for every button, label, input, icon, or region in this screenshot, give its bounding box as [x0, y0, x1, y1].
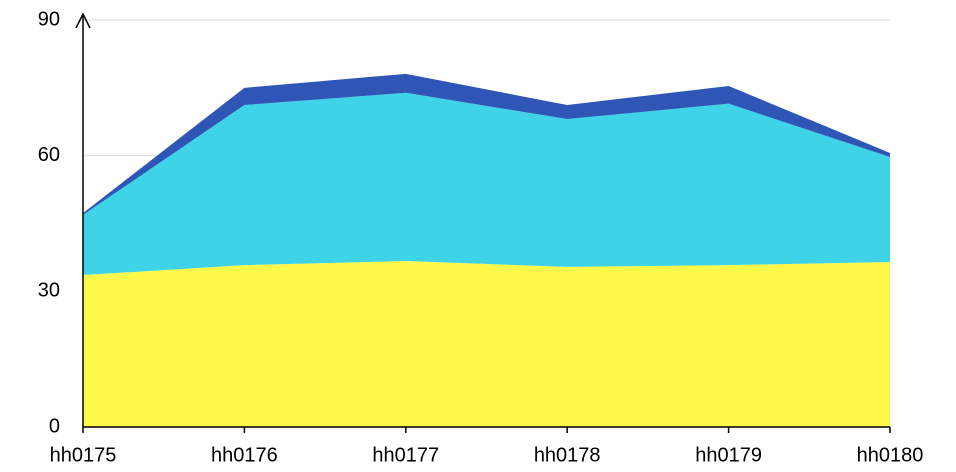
- y-tick-label: 60: [38, 144, 60, 166]
- y-tick-label: 30: [38, 280, 60, 302]
- x-tick-label: hh0175: [50, 444, 117, 466]
- y-axis-arrow: [75, 12, 91, 29]
- x-tick-label: hh0176: [211, 444, 278, 466]
- area: [83, 73, 890, 215]
- x-tick-label: hh0179: [695, 444, 762, 466]
- x-tick-label: hh0177: [372, 444, 439, 466]
- y-tick-label: 90: [38, 8, 60, 30]
- y-tick-label: 0: [49, 415, 60, 437]
- x-tick-label: hh0178: [534, 444, 601, 466]
- area: [83, 261, 890, 427]
- x-tick-label: hh0180: [857, 444, 924, 466]
- area: [83, 92, 890, 276]
